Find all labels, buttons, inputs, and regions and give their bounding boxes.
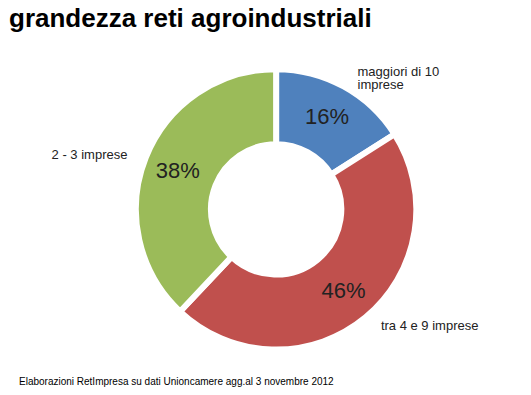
svg-text:46%: 46% xyxy=(321,278,365,303)
svg-text:38%: 38% xyxy=(156,158,200,183)
svg-text:imprese: imprese xyxy=(357,77,403,92)
svg-text:tra 4 e 9 imprese: tra 4 e 9 imprese xyxy=(381,318,479,333)
svg-text:grandezza reti agroindustriali: grandezza reti agroindustriali xyxy=(9,3,372,33)
svg-text:2 - 3 imprese: 2 - 3 imprese xyxy=(52,147,128,162)
svg-text:Elaborazioni RetImpresa su dat: Elaborazioni RetImpresa su dati Unioncam… xyxy=(19,376,334,387)
svg-text:16%: 16% xyxy=(305,104,349,129)
svg-text:maggiori di 10: maggiori di 10 xyxy=(357,63,443,79)
